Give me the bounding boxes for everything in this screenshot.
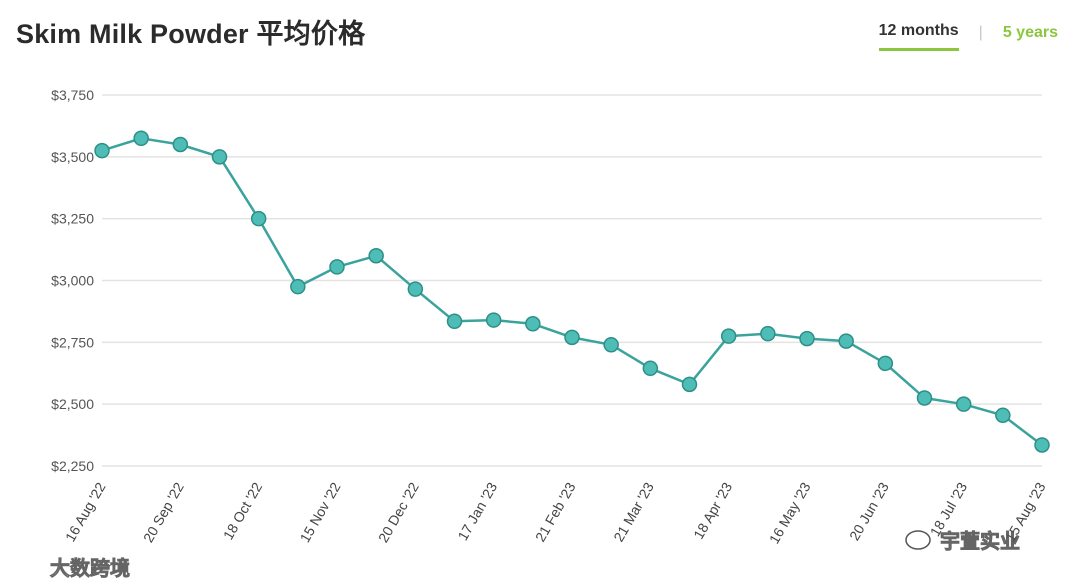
y-axis-ticks: $2,250 $2,500 $2,750 $3,000 $3,250 $3,500 $3,7… xyxy=(51,87,94,474)
x-tick-label: 16 May '23 xyxy=(766,479,814,546)
tab-12-months[interactable]: 12 months xyxy=(878,22,959,51)
data-point[interactable] xyxy=(211,149,228,165)
tab-5-years[interactable]: 5 years xyxy=(1002,23,1058,41)
y-tick-label: $2,250 xyxy=(51,458,94,474)
gridlines xyxy=(102,94,1042,467)
data-point[interactable] xyxy=(642,360,659,377)
data-point[interactable] xyxy=(1034,437,1050,453)
data-point[interactable] xyxy=(799,330,815,347)
data-point[interactable] xyxy=(877,355,894,372)
watermark-left-text: 大数跨境 xyxy=(50,556,130,580)
watermarks: 大数跨境 宇萱实业 xyxy=(21,529,1020,580)
y-tick-label: $2,500 xyxy=(51,396,94,412)
page-title: Skim Milk Powder 平均价格 xyxy=(16,19,366,49)
data-point[interactable] xyxy=(603,337,619,353)
data-point[interactable] xyxy=(290,278,306,295)
x-tick-label: 20 Dec '22 xyxy=(375,479,422,545)
data-point[interactable] xyxy=(407,281,424,297)
y-tick-label: $3,500 xyxy=(51,149,94,165)
x-tick-label: 20 Jun '23 xyxy=(846,479,892,543)
data-point[interactable] xyxy=(995,407,1011,424)
x-tick-label: 21 Feb '23 xyxy=(532,479,579,544)
watermark-left-logo-icon xyxy=(21,556,43,578)
x-tick-label: 21 Mar '23 xyxy=(610,479,657,544)
watermark-left: 大数跨境 xyxy=(21,556,130,580)
watermark-right: 宇萱实业 xyxy=(905,529,1020,553)
data-point[interactable] xyxy=(564,329,580,346)
data-point[interactable] xyxy=(446,313,463,330)
y-tick-label: $3,750 xyxy=(51,87,94,103)
data-point[interactable] xyxy=(720,328,737,344)
series-points xyxy=(94,130,1050,453)
data-point[interactable] xyxy=(172,136,189,153)
data-point[interactable] xyxy=(760,325,776,342)
y-tick-label: $2,750 xyxy=(51,334,94,350)
watermark-right-wechat-icon xyxy=(905,530,931,550)
data-point[interactable] xyxy=(329,259,345,275)
data-point[interactable] xyxy=(368,248,384,264)
x-tick-label: 18 Apr '23 xyxy=(690,479,735,541)
x-tick-label: 20 Sep '22 xyxy=(140,479,187,545)
x-tick-label: 18 Oct '22 xyxy=(220,479,266,542)
series-line xyxy=(101,137,1043,446)
data-point[interactable] xyxy=(525,316,541,332)
watermark-right-text: 宇萱实业 xyxy=(940,529,1020,553)
x-axis-ticks: 16 Aug '22 20 Sep '22 18 Oct '22 15 Nov '22… xyxy=(62,479,1049,546)
tab-divider: | xyxy=(978,23,983,41)
x-tick-label: 15 Nov '22 xyxy=(296,479,343,545)
data-point[interactable] xyxy=(916,390,933,406)
period-tabs: 12 months | 5 years xyxy=(878,22,1058,51)
series-line-layer xyxy=(101,137,1043,446)
data-point[interactable] xyxy=(94,142,110,159)
x-tick-label: 16 Aug '22 xyxy=(62,479,109,544)
data-point[interactable] xyxy=(133,130,149,147)
y-tick-label: $3,250 xyxy=(51,211,94,227)
data-point[interactable] xyxy=(681,376,698,393)
data-point[interactable] xyxy=(838,333,854,349)
data-point[interactable] xyxy=(485,312,502,328)
data-point[interactable] xyxy=(955,396,972,412)
x-tick-label: 17 Jan '23 xyxy=(454,479,500,543)
y-tick-label: $3,000 xyxy=(51,273,94,289)
data-point[interactable] xyxy=(250,210,267,227)
